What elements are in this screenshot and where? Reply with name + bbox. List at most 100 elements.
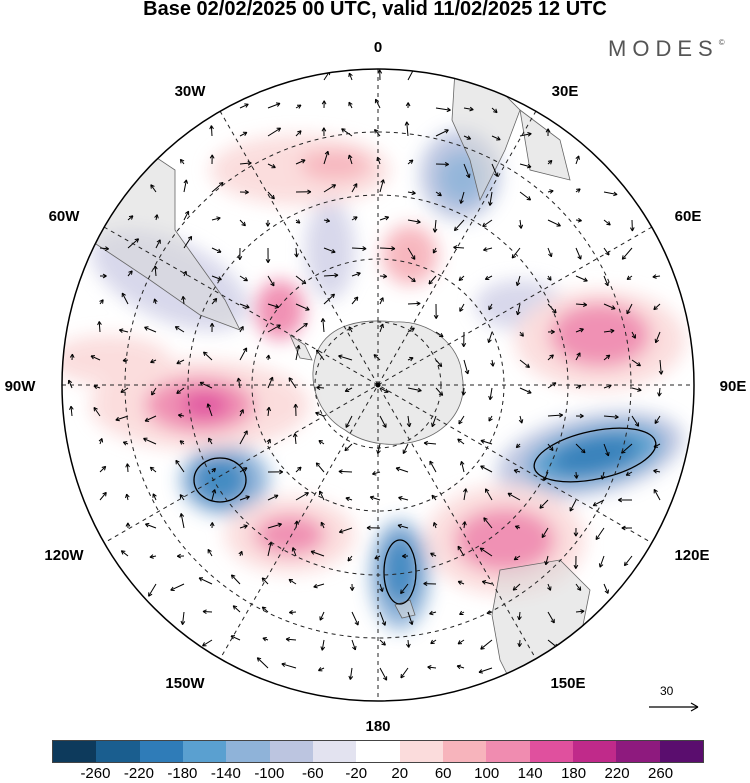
wind-vector — [127, 215, 134, 221]
wind-vector-head — [433, 314, 439, 319]
wind-vector-head — [576, 586, 582, 591]
wind-vector-head — [265, 354, 271, 359]
wind-vector-head — [483, 517, 488, 522]
wind-vector-head — [592, 502, 598, 507]
wind-vector-head — [295, 219, 301, 224]
wind-vector-head — [279, 469, 284, 475]
wind-vector-head — [102, 273, 107, 279]
wind-vector-head — [549, 354, 554, 359]
wind-vector — [575, 583, 582, 591]
wind-vector-head — [207, 548, 212, 554]
wind-vector — [239, 525, 248, 529]
wind-vector-head — [211, 489, 217, 494]
wind-vector-head — [611, 305, 616, 310]
wind-vector-head — [576, 188, 581, 193]
wind-vector-head — [606, 221, 611, 226]
wind-vector-head — [324, 150, 330, 156]
wind-vector — [183, 210, 190, 221]
wind-vector-head — [469, 106, 474, 112]
wind-vector-head — [144, 417, 150, 422]
wind-vector — [519, 191, 531, 201]
wind-vector — [569, 499, 577, 512]
wind-vector-head — [345, 423, 350, 428]
wind-vector-head — [613, 191, 618, 197]
wind-vector — [654, 415, 661, 424]
wind-vector — [344, 387, 353, 392]
wind-vector-head — [104, 246, 109, 251]
wind-vector — [511, 247, 521, 259]
wind-vector — [434, 219, 437, 233]
wind-vector — [457, 438, 465, 445]
wind-vector — [431, 415, 437, 427]
wind-vector — [176, 359, 185, 365]
wind-vector — [379, 667, 388, 681]
wind-vector — [126, 463, 129, 473]
wind-vector-head — [518, 419, 524, 424]
wind-vector-head — [384, 388, 389, 393]
wind-vector — [344, 443, 353, 452]
wind-vector — [488, 331, 493, 343]
colorbar-tick-label: -140 — [210, 765, 241, 782]
wind-vector-head — [98, 438, 104, 443]
wind-vector-head — [459, 610, 464, 615]
wind-vector-head — [400, 589, 405, 595]
wind-vector — [347, 555, 353, 562]
wind-vector-head — [397, 523, 403, 529]
wind-vector — [400, 583, 409, 594]
wind-vector — [70, 406, 73, 417]
wind-vector-head — [316, 385, 321, 391]
wind-vector — [379, 387, 389, 393]
wind-vector — [480, 465, 493, 473]
wind-vectors — [67, 69, 664, 681]
wind-vector-head — [156, 239, 161, 244]
wind-vector-head — [307, 189, 312, 195]
wind-vector-head — [176, 389, 181, 394]
wind-vector-head — [437, 362, 443, 368]
wind-vector-head — [480, 439, 485, 444]
wind-vector-head — [97, 321, 102, 326]
wind-vector — [626, 303, 633, 315]
wind-vector — [348, 101, 353, 109]
wind-vector — [289, 611, 297, 614]
wind-vector-head — [406, 422, 412, 428]
wind-vector-head — [379, 587, 384, 592]
wind-vector-head — [527, 389, 532, 394]
wind-vector-head — [550, 329, 555, 335]
colorbar-tick-label: -220 — [123, 765, 154, 782]
wind-vector-head — [541, 533, 546, 539]
wind-vector — [239, 347, 248, 361]
wind-vector-head — [348, 72, 353, 78]
wind-vector — [482, 219, 493, 227]
wind-vector — [267, 494, 279, 501]
wind-vector — [211, 275, 222, 281]
wind-vector — [230, 635, 241, 641]
wind-vector-head — [338, 469, 343, 474]
wind-vector — [491, 135, 501, 141]
wind-vector — [519, 387, 532, 394]
wind-vector — [182, 611, 185, 625]
wind-vector-head — [297, 130, 302, 135]
wind-vector — [237, 377, 241, 389]
wind-vector-head — [294, 520, 299, 525]
wind-vector — [379, 611, 386, 626]
wind-vector — [599, 555, 605, 568]
wind-vector-head — [321, 127, 327, 132]
lon-label-90e: 90E — [720, 378, 747, 395]
wind-vector-head — [313, 583, 318, 589]
wind-vector-head — [457, 545, 462, 551]
wind-vector-head — [334, 272, 339, 278]
wind-vector-head — [432, 228, 438, 233]
wind-vector — [98, 321, 101, 333]
wind-vector — [480, 440, 493, 445]
wind-vector-head — [153, 298, 158, 303]
wind-vector-head — [391, 246, 396, 251]
colorbar-segment — [356, 741, 400, 762]
wind-vector-head — [208, 437, 213, 443]
wind-vector-head — [431, 422, 436, 428]
wind-vector — [653, 470, 661, 473]
wind-vector-head — [623, 561, 629, 567]
wind-vector-head — [575, 155, 580, 160]
wind-vector-head — [310, 550, 316, 555]
wind-vector — [407, 327, 415, 333]
wind-vector-head — [404, 121, 410, 126]
